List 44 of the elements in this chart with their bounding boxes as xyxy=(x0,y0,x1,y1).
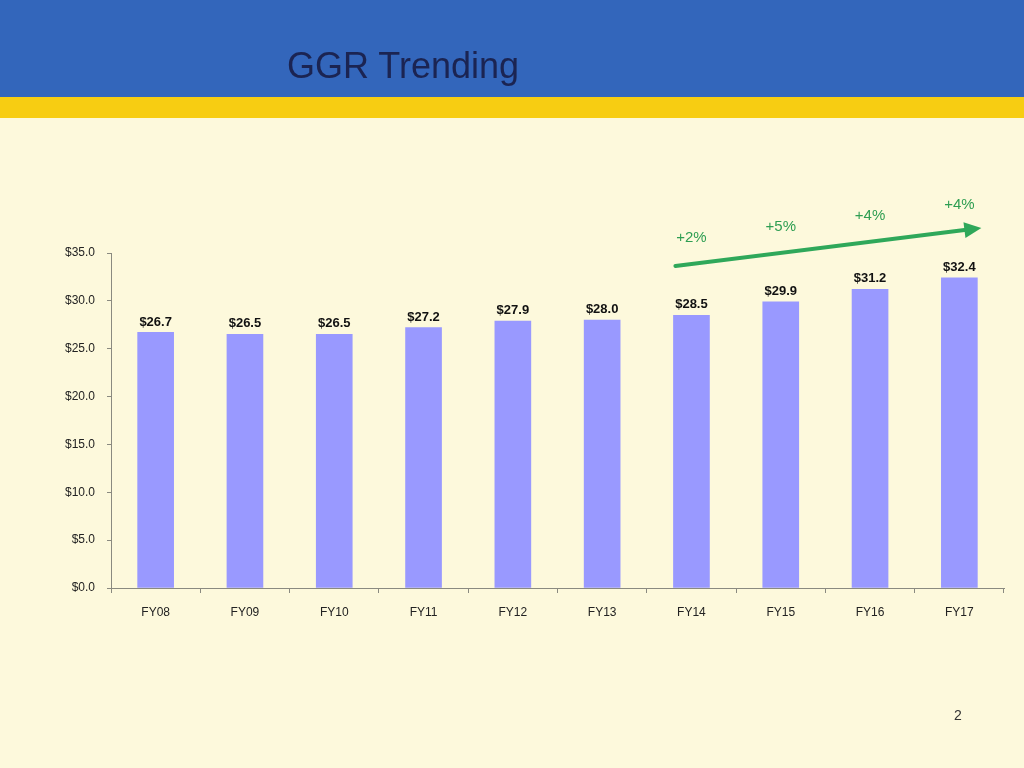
data-label: $26.5 xyxy=(228,315,262,331)
x-tick-label: FY15 xyxy=(766,604,796,619)
text: 2 xyxy=(954,706,963,723)
bar xyxy=(405,327,442,588)
bar xyxy=(941,277,978,588)
bar xyxy=(226,334,264,588)
data-label: $27.9 xyxy=(496,302,530,318)
chart-title: GGR Trending xyxy=(287,45,520,87)
x-tick-label: FY12 xyxy=(498,604,528,619)
x-tick-label: FY16 xyxy=(855,604,885,619)
y-tick-label: $35.0 xyxy=(64,245,96,260)
y-tick-label: $0.0 xyxy=(71,580,96,595)
data-label: $26.7 xyxy=(139,313,172,329)
data-label: $26.5 xyxy=(317,315,351,331)
y-tick-label: $20.0 xyxy=(64,388,96,403)
y-tick-label: $5.0 xyxy=(71,532,96,547)
x-tick-label: FY09 xyxy=(230,604,260,619)
y-tick-label: $25.0 xyxy=(64,341,96,356)
bar xyxy=(762,301,800,588)
x-tick-label: FY17 xyxy=(945,604,975,619)
bar xyxy=(315,334,353,588)
x-tick-label: FY11 xyxy=(409,604,438,619)
bar xyxy=(851,289,889,588)
x-tick-label: FY14 xyxy=(677,604,707,619)
y-tick-label: $15.0 xyxy=(64,436,96,451)
text: +5% xyxy=(765,217,796,235)
bar xyxy=(673,314,710,588)
x-tick-label: FY08 xyxy=(141,604,171,619)
bar xyxy=(137,332,174,588)
text: +4% xyxy=(854,205,886,223)
data-label: $29.9 xyxy=(764,282,798,298)
data-label: $31.2 xyxy=(853,270,887,286)
bar xyxy=(494,320,532,588)
y-tick-label: $30.0 xyxy=(64,293,96,308)
text: +4% xyxy=(944,194,975,212)
data-label: $32.4 xyxy=(943,258,977,274)
data-label: $28.0 xyxy=(585,301,619,317)
data-label: $27.2 xyxy=(407,308,440,324)
x-tick-label: FY13 xyxy=(587,604,617,619)
data-label: $28.5 xyxy=(675,296,708,312)
x-tick-label: FY10 xyxy=(319,604,349,619)
text: +2% xyxy=(676,228,707,246)
bar xyxy=(583,319,621,588)
y-tick-label: $10.0 xyxy=(64,484,96,499)
